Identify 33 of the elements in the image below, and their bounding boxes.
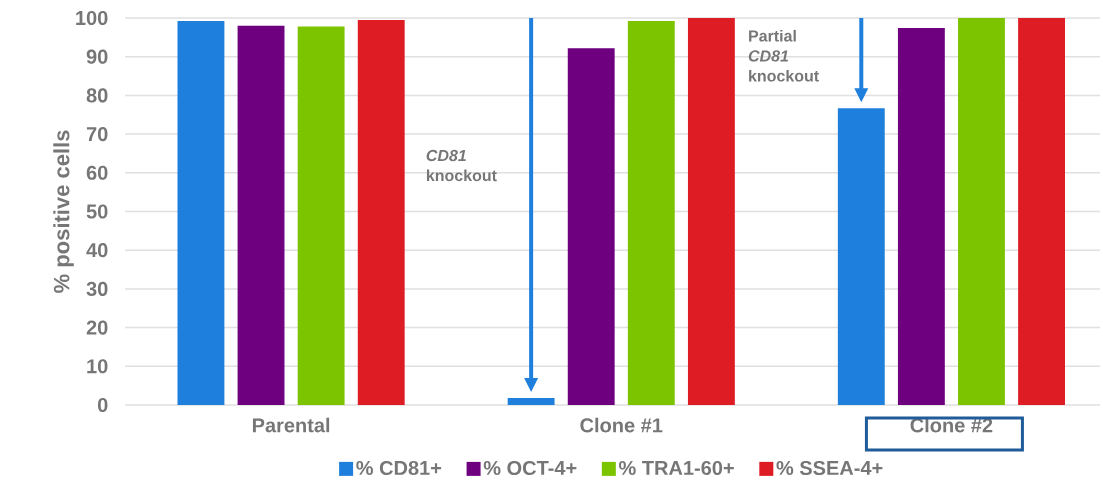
bar [837,108,885,405]
bar [958,17,1005,405]
x-tick-label: Clone #1 [580,417,663,433]
annotation: Partial CD81 knockout [748,29,819,82]
bar [297,26,345,405]
legend-label: % OCT-4+ [483,460,577,476]
legend-label: % SSEA-4+ [776,460,883,476]
bar [627,21,675,405]
y-tick-label: 30 [86,281,108,296]
legend-label: % TRA1-60+ [619,460,734,476]
x-tick-label: Parental [252,417,330,433]
bar [1018,17,1065,405]
y-tick-label: 20 [86,320,108,335]
y-tick-label: 40 [86,243,108,258]
bar [237,25,285,405]
bar [177,21,225,405]
y-tick-label: 80 [86,88,108,103]
y-tick-label: 60 [86,165,108,180]
y-tick-label: 10 [87,359,108,374]
y-tick-label: 100 [76,10,108,26]
annotation: CD81 knockout [426,149,497,182]
y-tick-label: 70 [86,127,108,142]
legend-label: % CD81+ [356,460,442,476]
bar [897,28,945,405]
y-tick-label: 90 [86,49,108,64]
bar [357,19,405,405]
bar [687,17,735,405]
bar [567,48,615,405]
y-tick-label: 50 [86,204,108,219]
y-tick-label: 0 [97,397,108,413]
bar [507,398,555,405]
x-tick-label: Clone #2 [910,417,993,433]
y-axis-title: % positive cells [53,130,74,293]
